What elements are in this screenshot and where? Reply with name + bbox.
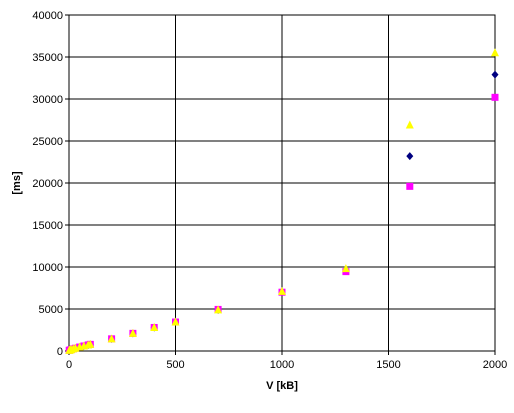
x-tick-label: 500: [166, 359, 184, 371]
y-tick-label: 15000: [32, 220, 63, 232]
data-point-triangle: [214, 305, 223, 314]
data-point-triangle: [171, 317, 180, 326]
y-tick-label: 10000: [32, 262, 63, 274]
y-tick-label: 40000: [32, 10, 63, 22]
data-point-triangle: [86, 339, 95, 348]
data-point-triangle: [341, 264, 350, 273]
x-tick-label: 2000: [483, 359, 507, 371]
y-tick-label: 5000: [39, 304, 63, 316]
x-tick-label: 1000: [270, 359, 294, 371]
axis-ticks: 0500010000150002000025000300003500040000…: [32, 10, 507, 371]
y-tick-label: 0: [57, 346, 63, 358]
x-tick-label: 1500: [376, 359, 400, 371]
data-point-square: [491, 93, 499, 101]
y-tick-label: 30000: [32, 94, 63, 106]
y-tick-label: 20000: [32, 178, 63, 190]
data-point-diamond: [491, 70, 499, 79]
x-tick-label: 0: [66, 359, 72, 371]
data-point-triangle: [107, 334, 116, 343]
data-point-diamond: [406, 152, 414, 161]
y-tick-label: 35000: [32, 52, 63, 64]
data-points: [65, 48, 499, 355]
grid: [68, 14, 496, 352]
data-point-triangle: [150, 322, 159, 331]
data-point-triangle: [491, 48, 499, 57]
x-axis-label: V [kB]: [266, 380, 298, 392]
data-point-square: [406, 182, 414, 190]
data-point-triangle: [128, 328, 137, 337]
y-tick-label: 25000: [32, 136, 63, 148]
data-point-triangle: [278, 286, 286, 295]
data-point-triangle: [405, 120, 414, 129]
y-axis-label: [ms]: [11, 171, 23, 195]
